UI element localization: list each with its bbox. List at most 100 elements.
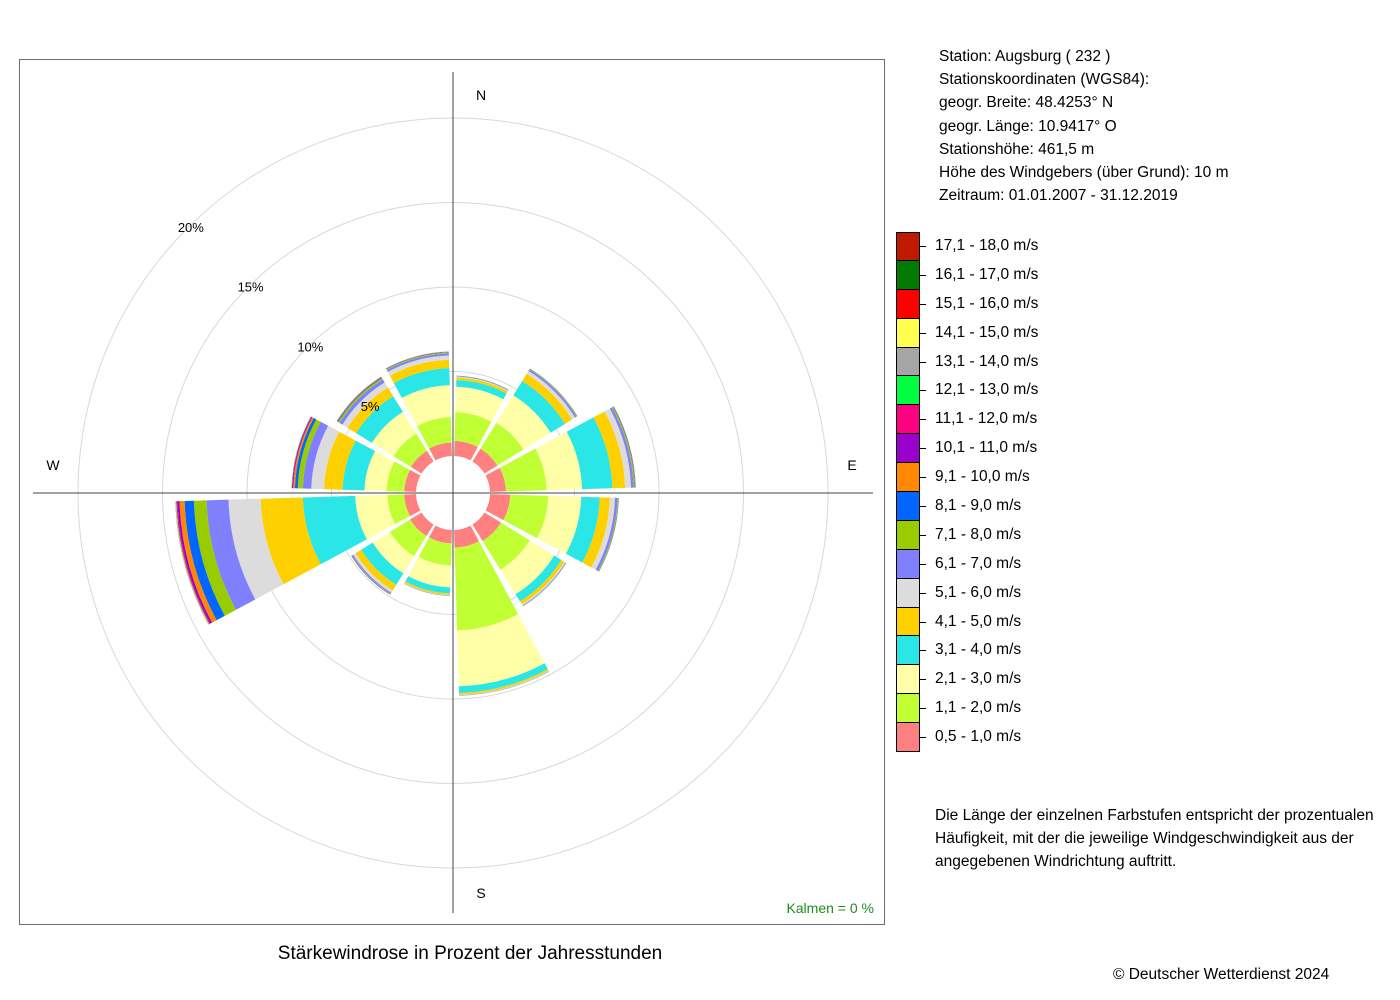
radial-label-5: 5%: [361, 399, 380, 414]
legend-tick: [920, 679, 926, 681]
station-latitude: geogr. Breite: 48.4253° N: [939, 94, 1114, 112]
sector-wnw-band-5: [347, 387, 394, 434]
sector-ene-band-6: [604, 408, 632, 488]
sector-wnw-band-7: [339, 379, 385, 425]
legend-swatch: [896, 636, 920, 666]
legend-label: 16,1 - 17,0 m/s: [935, 265, 1039, 283]
legend-tick: [920, 246, 926, 247]
sector-wnw-band-3: [371, 411, 417, 457]
sector-e-band-6: [591, 497, 615, 570]
sector-wsw-band-1: [404, 494, 421, 517]
sector-sse-band-4: [458, 663, 548, 693]
sector-w-band-2: [386, 461, 411, 492]
sector-ene-band-4: [566, 417, 613, 490]
sector-ssw-band-4: [361, 542, 404, 585]
station-name: Station: Augsburg ( 232 ): [939, 48, 1111, 65]
note-line-3: angegebenen Windrichtung auftritt.: [935, 853, 1177, 870]
station-coords-heading: Stationskoordinaten (WGS84):: [939, 71, 1150, 89]
sector-ene-band-2: [499, 448, 547, 492]
legend-label: 3,1 - 4,0 m/s: [935, 641, 1022, 659]
legend-tick: [920, 448, 926, 450]
sector-nnw-band-6: [387, 355, 450, 376]
legend-swatch: [896, 347, 920, 377]
explanation-note: Die Länge der einzelnen Farbstufen entsp…: [935, 804, 1395, 873]
sector-n-band-1: [454, 440, 478, 461]
sector-nnw-band-1: [429, 442, 452, 461]
legend-swatch: [896, 520, 920, 550]
compass-label-w: W: [46, 457, 60, 473]
legend-label: 12,1 - 13,0 m/s: [935, 381, 1039, 399]
legend-label: 14,1 - 15,0 m/s: [935, 323, 1039, 341]
sector-nnw-band-7: [386, 353, 449, 372]
sector-w-band-10: [293, 417, 314, 489]
sector-nnw-band-5: [389, 359, 450, 384]
legend-swatch: [896, 578, 920, 608]
radial-label-20: 20%: [178, 220, 204, 235]
calm-label: Kalmen = 0 %: [786, 900, 874, 916]
legend-label: 10,1 - 11,0 m/s: [935, 439, 1038, 457]
sector-wnw-band-2: [393, 433, 427, 467]
sector-sse-band-1: [454, 525, 479, 548]
sector-sse-band-3: [457, 614, 545, 687]
sector-wsw-band-4: [302, 495, 367, 565]
legend-swatch: [896, 607, 920, 637]
wind-rose-svg: 5% 10% 15% 20% N E S W Kalmen = 0 %: [33, 72, 874, 916]
sector-nne-band-2: [480, 422, 524, 466]
legend-label: 11,1 - 12,0 m/s: [935, 410, 1038, 428]
radial-label-10: 10%: [297, 339, 323, 354]
sector-ssw-band-3: [372, 531, 415, 574]
sector-ese-band-2: [482, 522, 530, 570]
sector-n-band-2: [454, 412, 492, 448]
legend-tick: [920, 506, 926, 508]
sector-e-band-4: [565, 496, 600, 563]
legend-tick: [920, 332, 926, 334]
sector-w-band-8: [297, 419, 321, 489]
legend-label: 17,1 - 18,0 m/s: [935, 237, 1039, 254]
station-elevation: Stationshöhe: 461,5 m: [939, 140, 1095, 158]
sector-wnw-band-6: [342, 382, 388, 428]
legend-tick: [920, 477, 926, 479]
legend-tick: [920, 737, 926, 739]
sector-e-band-1: [485, 494, 511, 521]
legend-swatch: [896, 289, 920, 319]
legend-swatch: [896, 434, 920, 464]
legend-swatch: [896, 260, 920, 290]
sector-sse-band-2: [454, 541, 519, 631]
sector-e-band-5: [582, 497, 610, 568]
sector-w-band-7: [302, 421, 329, 489]
compass-label-n: N: [476, 87, 486, 103]
sector-s-band-5: [404, 581, 451, 596]
time-period: Zeitraum: 01.01.2007 - 31.12.2019: [939, 187, 1178, 205]
legend-swatch: [896, 665, 920, 695]
sector-ene-band-3: [535, 431, 583, 491]
sector-ssw-band-2: [389, 519, 427, 557]
sector-nne-band-5: [522, 373, 573, 424]
sector-nnw-band-2: [417, 417, 452, 449]
sector-s-band-3: [408, 556, 451, 588]
legend-tick: [920, 621, 926, 623]
sector-nnw-band-4: [393, 368, 450, 398]
sector-wnw-band-1: [410, 450, 434, 474]
legend-tick: [920, 303, 926, 305]
sector-e-band-7: [595, 497, 618, 572]
legend-label: 5,1 - 6,0 m/s: [935, 583, 1022, 601]
legend-tick: [920, 708, 926, 710]
legend-swatch: [896, 549, 920, 579]
sector-nne-band-3: [496, 395, 551, 450]
sector-ene-band-5: [593, 411, 626, 489]
station-info: Station: Augsburg ( 232 ) Stationskoordi…: [939, 45, 1228, 207]
legend-tick: [920, 274, 926, 276]
legend-tick: [920, 390, 926, 392]
note-line-2: Häufigkeit, mit der die jeweilige Windge…: [935, 830, 1354, 847]
legend-tick: [920, 419, 926, 421]
sector-ene-band-7: [609, 407, 634, 488]
sector-wsw-band-9: [184, 500, 225, 621]
sector-wsw-band-3: [355, 494, 396, 540]
legend-label: 13,1 - 14,0 m/s: [935, 352, 1039, 370]
legend-label: 8,1 - 9,0 m/s: [935, 497, 1022, 515]
legend-swatch: [896, 405, 920, 435]
sector-n-band-5: [456, 377, 508, 394]
legend-swatch: [896, 376, 920, 406]
note-line-1: Die Länge der einzelnen Farbstufen entsp…: [935, 807, 1374, 824]
sector-ese-band-5: [519, 559, 565, 605]
